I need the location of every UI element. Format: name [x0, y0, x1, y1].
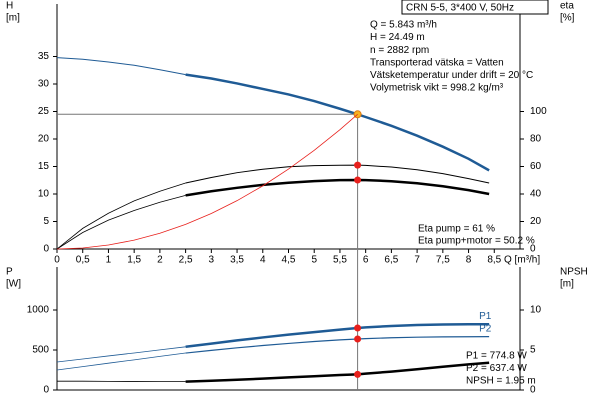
- x-tick-label: 0: [54, 255, 60, 266]
- y-tick-label: 0: [43, 244, 49, 255]
- x-tick-label: 3: [209, 255, 215, 266]
- y-axis-label: [m]: [6, 13, 20, 24]
- y2-tick-label: 40: [530, 189, 542, 200]
- info-text: Transporterad vätska = Vatten: [370, 57, 504, 68]
- info-text: Vätsketemperatur under drift = 20 °C: [370, 70, 533, 81]
- y2-tick-label: 10: [530, 305, 542, 316]
- duty-point: [354, 370, 362, 378]
- x-tick-label: 5,5: [333, 255, 347, 266]
- info-text: n = 2882 rpm: [370, 45, 429, 56]
- eta-text: Eta pump+motor = 50.2 %: [418, 236, 535, 247]
- series-line: [185, 73, 490, 172]
- x-tick-label: 4: [260, 255, 266, 266]
- y-tick-label: 20: [38, 134, 50, 145]
- x-tick-label: 3,5: [230, 255, 244, 266]
- series-line: [56, 182, 186, 250]
- y2-axis-label: [m]: [560, 279, 574, 290]
- series-line: [56, 346, 186, 363]
- legend-label: P1: [479, 311, 492, 322]
- x-tick-label: 1,5: [127, 255, 141, 266]
- y2-tick-label: 5: [530, 345, 536, 356]
- x-tick-label: 0,5: [76, 255, 90, 266]
- eta-text: Eta pump = 61 %: [418, 224, 495, 235]
- info-text: Volymetrisk vikt = 998.2 kg/m³: [370, 83, 504, 94]
- x-tick-label: 1: [106, 255, 112, 266]
- series-line: [185, 178, 490, 197]
- x-tick-label: 7,5: [436, 255, 450, 266]
- y2-tick-label: 0: [530, 244, 536, 255]
- y-tick-label: 5: [43, 216, 49, 227]
- y-axis-label: [W]: [6, 279, 21, 290]
- y2-tick-label: 0: [530, 385, 536, 396]
- y-tick-label: 0: [43, 385, 49, 396]
- y2-tick-label: 100: [530, 106, 547, 117]
- y-tick-label: 35: [38, 51, 50, 62]
- series-line: [185, 164, 490, 184]
- series-line: [185, 322, 490, 349]
- info-text: H = 24.49 m: [370, 32, 425, 43]
- series-line: [185, 361, 490, 383]
- y2-tick-label: 60: [530, 161, 542, 172]
- y-tick-label: 500: [32, 345, 49, 356]
- duty-point: [354, 335, 362, 343]
- info-text: Q = 5.843 m³/h: [370, 20, 437, 31]
- info-text: NPSH = 1.95 m: [466, 376, 536, 387]
- x-tick-label: 2,5: [179, 255, 193, 266]
- y2-tick-label: 20: [530, 216, 542, 227]
- y-axis-label: P: [6, 267, 13, 278]
- x-tick-label: 4,5: [282, 255, 296, 266]
- x-tick-label: 8: [466, 255, 472, 266]
- y-tick-label: 25: [38, 106, 50, 117]
- series-line: [56, 57, 186, 76]
- y-tick-label: 15: [38, 161, 50, 172]
- x-tick-label: 7: [414, 255, 420, 266]
- info-text: P2 = 637.4 W: [466, 363, 527, 374]
- y-tick-label: 30: [38, 79, 50, 90]
- duty-point: [354, 324, 362, 332]
- y2-tick-label: 80: [530, 134, 542, 145]
- y2-axis-label: NPSH: [560, 267, 588, 278]
- x-tick-label: 2: [157, 255, 163, 266]
- duty-point: [354, 176, 362, 184]
- y-tick-label: 1000: [27, 305, 50, 316]
- y2-axis-label: eta: [560, 1, 574, 12]
- y-tick-label: 10: [38, 189, 50, 200]
- x-tick-label: 8,5: [487, 255, 501, 266]
- x-axis-label: Q [m³/h]: [504, 255, 540, 266]
- duty-point: [354, 161, 362, 169]
- x-tick-label: 6: [363, 255, 369, 266]
- series-line: [56, 194, 186, 250]
- title: CRN 5-5, 3*400 V, 50Hz: [406, 3, 514, 14]
- y2-axis-label: [%]: [560, 13, 575, 24]
- legend-label: P2: [479, 323, 492, 334]
- title-box: [401, 0, 549, 15]
- x-tick-label: 6,5: [384, 255, 398, 266]
- series-line: [56, 352, 186, 371]
- y-axis-label: H: [6, 1, 13, 12]
- x-tick-label: 5: [311, 255, 317, 266]
- series-line: [56, 114, 358, 250]
- info-text: P1 = 774.8 W: [466, 351, 527, 362]
- series-line: [185, 336, 490, 354]
